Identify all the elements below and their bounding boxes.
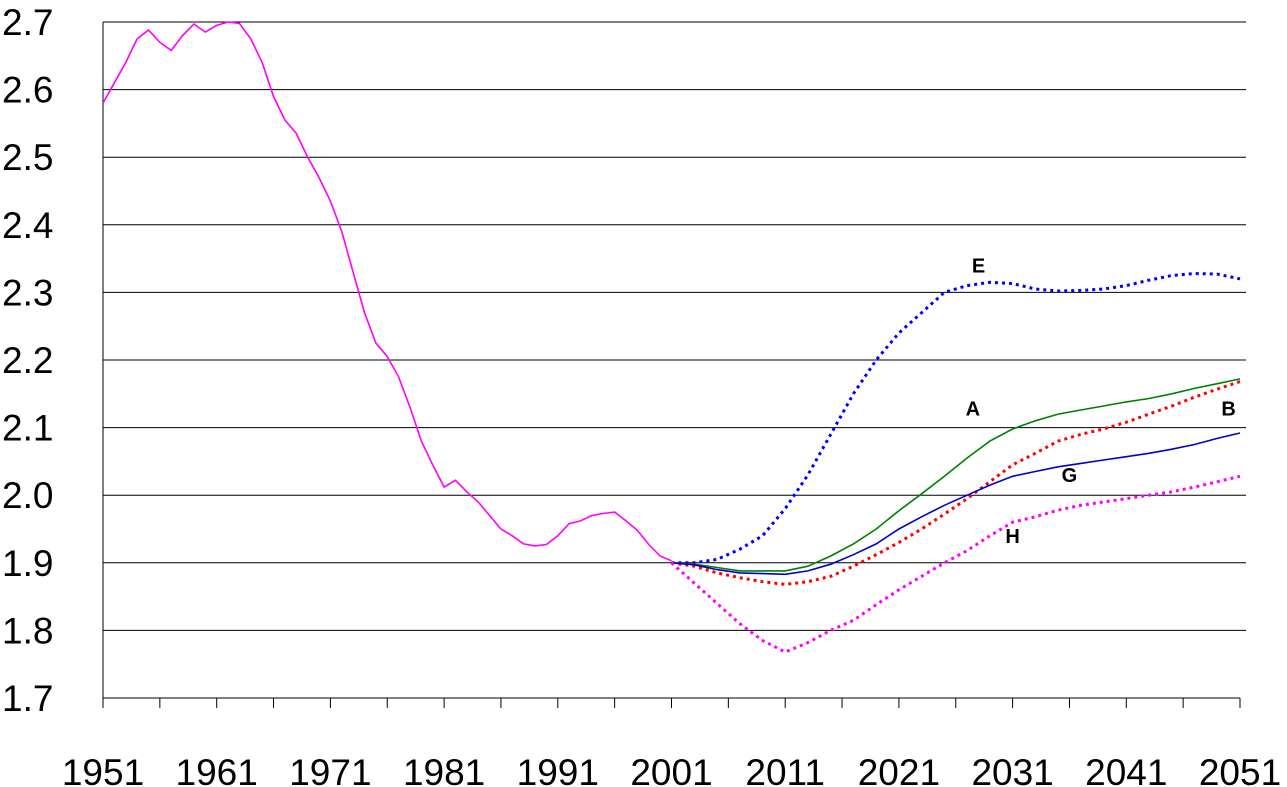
- series-line: [671, 271, 1241, 565]
- x-tick-label: 1951: [62, 752, 144, 787]
- x-tick-label: 2041: [1085, 752, 1167, 787]
- y-tick-label: 2.6: [2, 70, 53, 111]
- x-tick-label: 2001: [630, 752, 712, 787]
- x-tick-label: 1961: [176, 752, 258, 787]
- series-label: E: [972, 255, 985, 277]
- x-tick-label: 2011: [745, 752, 825, 787]
- y-tick-label: 1.8: [2, 610, 53, 651]
- y-tick-label: 2.5: [2, 137, 53, 178]
- series-label: H: [1005, 526, 1019, 548]
- y-tick-label: 1.9: [2, 543, 53, 584]
- series-line: [671, 378, 1241, 572]
- series-label: B: [1221, 399, 1235, 421]
- x-tick-label: 1981: [403, 752, 485, 787]
- y-tick-label: 2.3: [2, 272, 53, 313]
- series-line: [670, 474, 1241, 654]
- y-tick-label: 2.1: [2, 408, 53, 449]
- y-tick-label: 2.0: [2, 475, 53, 516]
- x-tick-label: 2021: [858, 752, 940, 787]
- x-tick-label: 2031: [971, 752, 1053, 787]
- y-tick-label: 2.4: [2, 205, 53, 246]
- y-tick-label: 2.7: [2, 2, 53, 43]
- x-tick-label: 1971: [289, 752, 371, 787]
- series-line: [671, 432, 1241, 576]
- y-tick-label: 2.2: [2, 340, 53, 381]
- y-tick-label: 1.7: [2, 678, 53, 719]
- series-label: G: [1062, 465, 1078, 487]
- series-line: [671, 380, 1241, 586]
- x-tick-label: 2051: [1199, 752, 1281, 787]
- x-tick-label: 1991: [517, 752, 599, 787]
- series-line: [102, 21, 672, 562]
- series-label: A: [966, 399, 980, 421]
